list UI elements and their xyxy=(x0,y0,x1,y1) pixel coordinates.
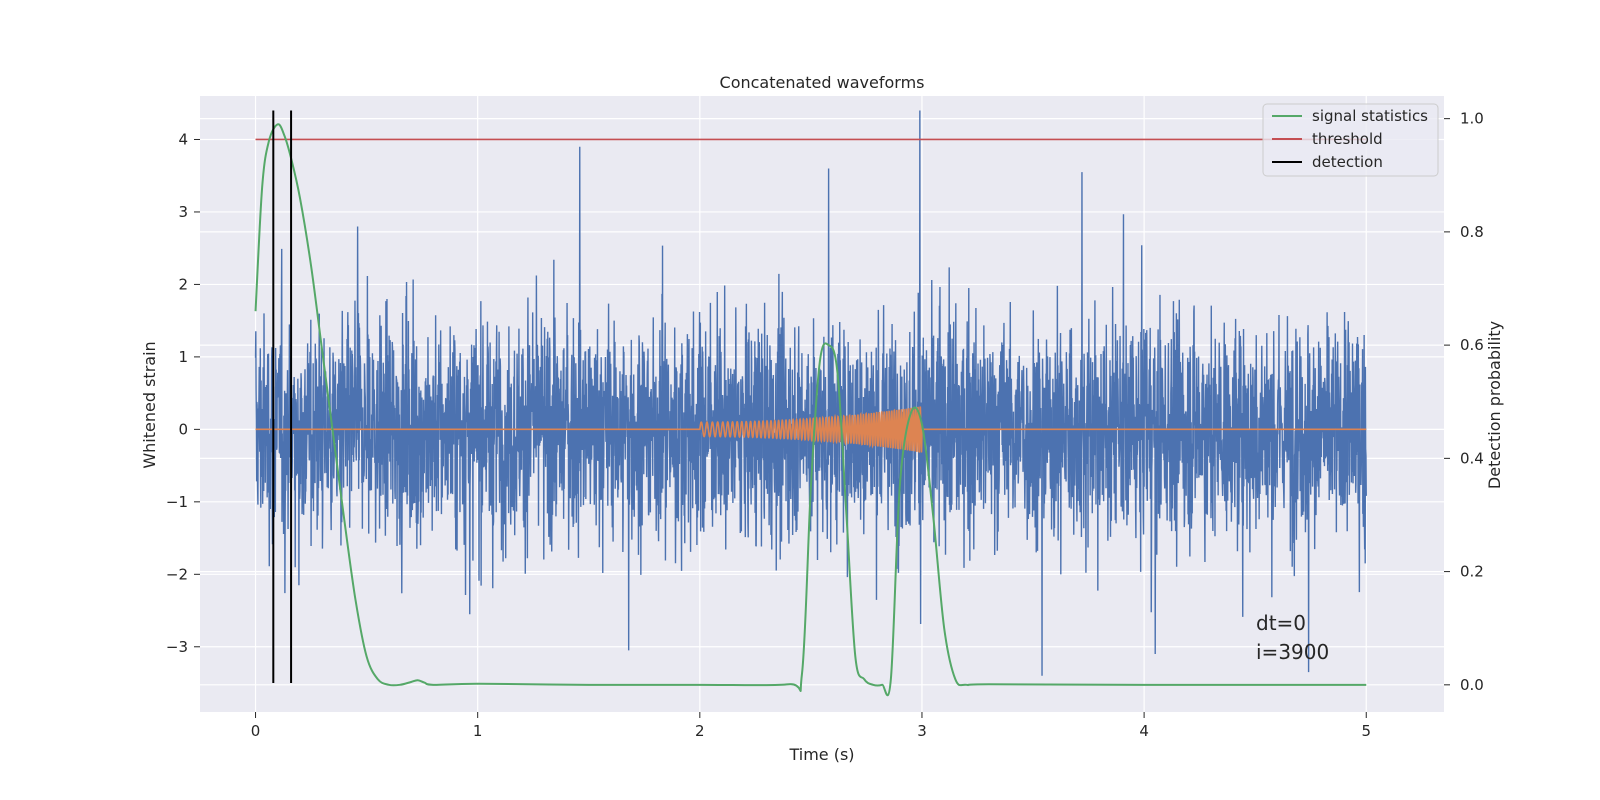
x-tick-label: 4 xyxy=(1139,722,1149,740)
y-axis-label: Whitened strain xyxy=(140,341,159,468)
bottom-axis-ticks: 0 1 2 3 4 5 xyxy=(251,712,1371,740)
x-tick-label: 3 xyxy=(917,722,927,740)
legend: signal statistics threshold detection xyxy=(1262,103,1439,177)
y-right-tick-label: 0.8 xyxy=(1460,223,1484,241)
waveform-line xyxy=(255,406,1367,453)
x-tick-label: 0 xyxy=(251,722,261,740)
plot-area xyxy=(254,110,1367,697)
y-right-tick-label: 0.2 xyxy=(1460,563,1484,581)
y-tick-label: −3 xyxy=(166,638,188,656)
legend-frame xyxy=(1262,103,1439,177)
y-right-tick-label: 0.6 xyxy=(1460,336,1484,354)
y-axis-right-label: Detection probability xyxy=(1485,321,1504,489)
chart-title: Concatenated waveforms xyxy=(720,73,925,92)
left-axis-ticks: −3 −2 −1 0 1 2 3 4 xyxy=(166,130,200,656)
legend-label-signal-statistics: signal statistics xyxy=(1312,107,1428,125)
y-tick-label: 1 xyxy=(178,348,188,366)
y-tick-label: 3 xyxy=(178,203,188,221)
x-tick-label: 1 xyxy=(473,722,483,740)
annotation-i: i=3900 xyxy=(1256,640,1329,664)
x-tick-label: 5 xyxy=(1361,722,1371,740)
y-tick-label: −2 xyxy=(166,565,188,583)
y-right-tick-label: 0.4 xyxy=(1460,449,1484,467)
annotation-dt: dt=0 xyxy=(1256,611,1306,635)
signal-statistics-line xyxy=(254,123,1367,697)
legend-label-threshold: threshold xyxy=(1312,130,1383,148)
x-tick-label: 2 xyxy=(695,722,705,740)
x-axis-label: Time (s) xyxy=(788,745,854,764)
y-tick-label: −1 xyxy=(166,493,188,511)
legend-label-detection: detection xyxy=(1312,153,1383,171)
y-tick-label: 4 xyxy=(178,130,188,148)
y-right-tick-label: 0.0 xyxy=(1460,676,1484,694)
y-tick-label: 0 xyxy=(178,420,188,438)
y-tick-label: 2 xyxy=(178,275,188,293)
y-right-tick-label: 1.0 xyxy=(1460,110,1484,128)
right-axis-ticks: 0.0 0.2 0.4 0.6 0.8 1.0 xyxy=(1444,110,1484,694)
